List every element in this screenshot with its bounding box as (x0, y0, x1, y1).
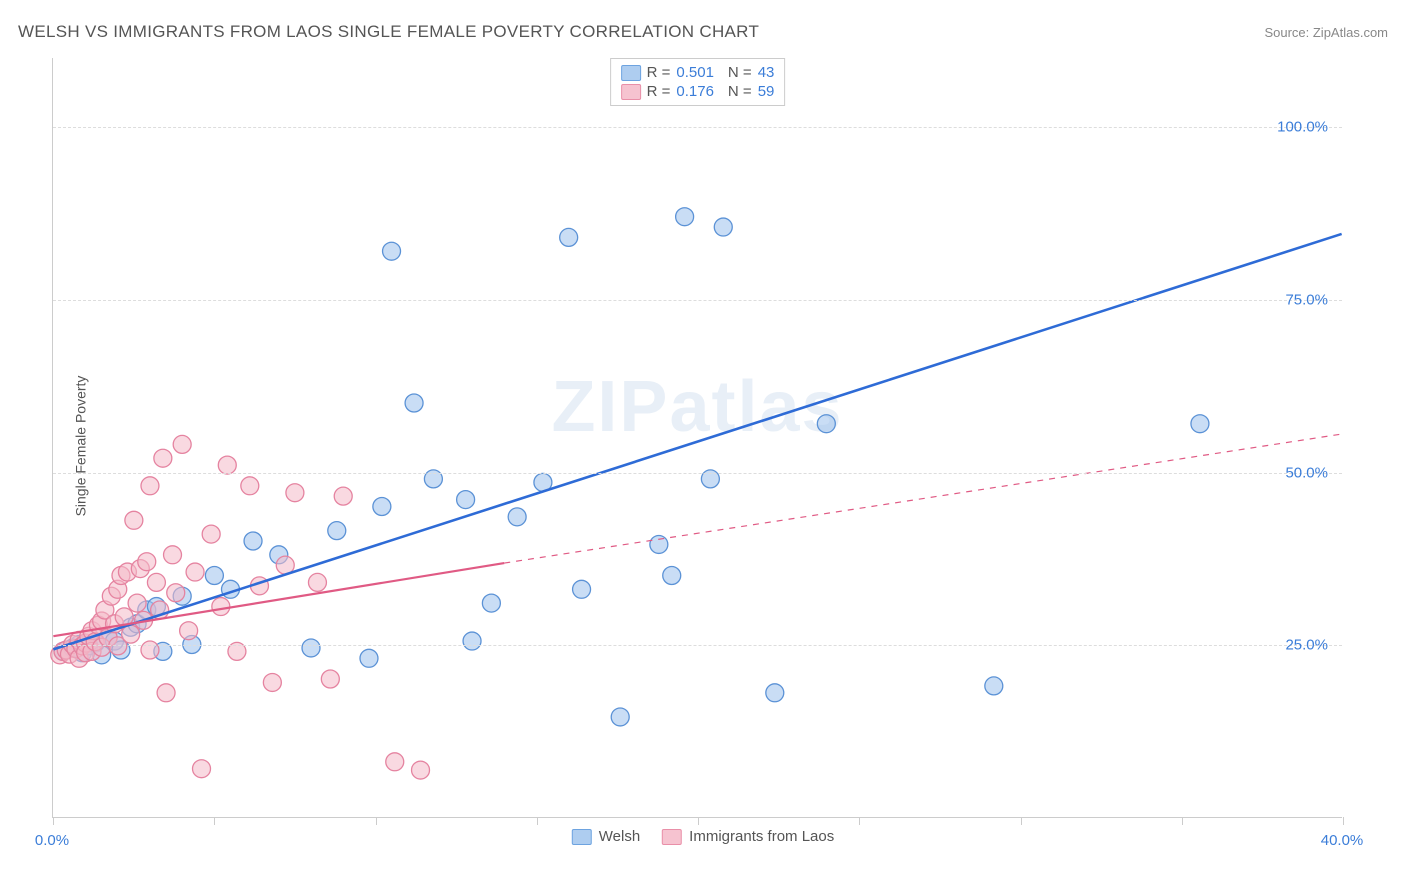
data-point (412, 761, 430, 779)
data-point (766, 684, 784, 702)
data-point (360, 649, 378, 667)
data-point (244, 532, 262, 550)
data-point (405, 394, 423, 412)
data-point (373, 498, 391, 516)
legend-r-value: 0.176 (676, 83, 714, 100)
data-point (334, 487, 352, 505)
data-point (985, 677, 1003, 695)
series-legend-item: Welsh (572, 828, 640, 845)
data-point (202, 525, 220, 543)
legend-row: R = 0.176 N = 59 (621, 82, 775, 101)
data-point (141, 477, 159, 495)
data-point (508, 508, 526, 526)
data-point (302, 639, 320, 657)
scatter-svg (53, 58, 1342, 817)
data-point (138, 553, 156, 571)
legend-row: R = 0.501 N = 43 (621, 63, 775, 82)
data-point (383, 242, 401, 260)
data-point (157, 684, 175, 702)
legend-swatch (621, 65, 641, 81)
x-tick (1343, 817, 1344, 825)
x-tick (214, 817, 215, 825)
data-point (141, 641, 159, 659)
grid-line (53, 127, 1342, 128)
data-point (308, 573, 326, 591)
title-bar: WELSH VS IMMIGRANTS FROM LAOS SINGLE FEM… (18, 22, 1388, 42)
source-label: Source: ZipAtlas.com (1264, 25, 1388, 40)
data-point (212, 598, 230, 616)
data-point (611, 708, 629, 726)
data-point (573, 580, 591, 598)
x-tick (698, 817, 699, 825)
data-point (147, 573, 165, 591)
legend-n-label: N = (728, 64, 752, 81)
data-point (817, 415, 835, 433)
x-tick-label: 0.0% (35, 832, 69, 849)
x-tick (376, 817, 377, 825)
data-point (463, 632, 481, 650)
data-point (164, 546, 182, 564)
data-point (328, 522, 346, 540)
trend-line (53, 234, 1341, 649)
legend-swatch (662, 829, 682, 845)
x-tick (1182, 817, 1183, 825)
data-point (321, 670, 339, 688)
data-point (193, 760, 211, 778)
y-tick-label: 75.0% (1285, 291, 1328, 308)
series-legend-item: Immigrants from Laos (662, 828, 834, 845)
data-point (218, 456, 236, 474)
chart-title: WELSH VS IMMIGRANTS FROM LAOS SINGLE FEM… (18, 22, 759, 42)
legend-n-value: 59 (758, 83, 775, 100)
legend-r-value: 0.501 (676, 64, 714, 81)
legend-swatch (572, 829, 592, 845)
correlation-legend: R = 0.501 N = 43 R = 0.176 N = 59 (610, 58, 786, 106)
y-tick-label: 25.0% (1285, 637, 1328, 654)
series-legend-label: Welsh (599, 828, 640, 845)
legend-r-label: R = (647, 83, 671, 100)
data-point (650, 535, 668, 553)
data-point (1191, 415, 1209, 433)
data-point (386, 753, 404, 771)
data-point (676, 208, 694, 226)
legend-swatch (621, 84, 641, 100)
data-point (714, 218, 732, 236)
data-point (457, 491, 475, 509)
data-point (663, 567, 681, 585)
plot-area: ZIPatlas R =0.501N =43R =0.176N =59 25.0… (52, 58, 1342, 818)
data-point (125, 511, 143, 529)
grid-line (53, 473, 1342, 474)
data-point (263, 673, 281, 691)
data-point (186, 563, 204, 581)
data-point (167, 584, 185, 602)
grid-line (53, 645, 1342, 646)
data-point (241, 477, 259, 495)
data-point (286, 484, 304, 502)
series-legend-label: Immigrants from Laos (689, 828, 834, 845)
legend-n-label: N = (728, 83, 752, 100)
data-point (560, 228, 578, 246)
data-point (180, 622, 198, 640)
x-tick (537, 817, 538, 825)
data-point (205, 567, 223, 585)
data-point (173, 435, 191, 453)
data-point (482, 594, 500, 612)
y-tick-label: 100.0% (1277, 119, 1328, 136)
x-tick (53, 817, 54, 825)
data-point (154, 449, 172, 467)
x-tick (1021, 817, 1022, 825)
legend-r-label: R = (647, 64, 671, 81)
data-point (128, 594, 146, 612)
data-point (122, 625, 140, 643)
x-tick (859, 817, 860, 825)
legend-n-value: 43 (758, 64, 775, 81)
x-tick-label: 40.0% (1321, 832, 1364, 849)
grid-line (53, 300, 1342, 301)
trend-line-extrapolated (504, 434, 1341, 563)
series-legend: Welsh Immigrants from Laos (572, 828, 834, 845)
y-tick-label: 50.0% (1285, 464, 1328, 481)
